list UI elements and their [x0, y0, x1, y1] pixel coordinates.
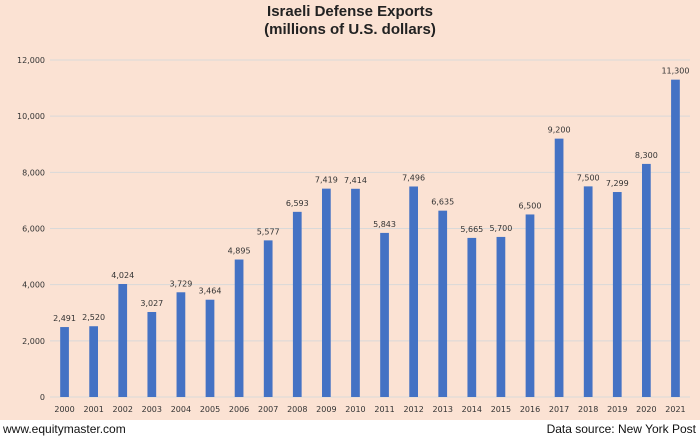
bar-2008: [292, 211, 302, 397]
chart-title: Israeli Defense Exports: [267, 3, 433, 20]
bar-2000: [60, 327, 69, 397]
x-tick-label: 2015: [491, 405, 511, 414]
data-label-2009: 7,419: [315, 176, 338, 185]
x-tick-label: 2020: [636, 405, 656, 414]
data-label-2012: 7,496: [402, 173, 425, 182]
x-tick-label: 2014: [462, 405, 482, 414]
data-label-2007: 5,577: [257, 227, 280, 236]
x-tick-label: 2017: [549, 405, 569, 414]
x-tick-label: 2003: [142, 405, 162, 414]
data-label-2005: 3,464: [199, 287, 222, 296]
data-label-2008: 6,593: [286, 199, 309, 208]
bar-2001: [89, 326, 98, 397]
bar-2013: [438, 210, 448, 397]
bar-2020: [642, 163, 651, 397]
bar-2012: [409, 186, 418, 397]
data-label-2019: 7,299: [606, 179, 629, 188]
data-label-2013: 6,635: [431, 198, 454, 207]
bar-2006: [234, 259, 244, 397]
x-tick-label: 2019: [607, 405, 627, 414]
bar-2007: [263, 240, 273, 397]
bar-2021: [671, 79, 680, 398]
x-tick-label: 2008: [287, 405, 307, 414]
data-label-2020: 8,300: [635, 151, 658, 160]
bar-2010: [351, 188, 360, 397]
data-label-2016: 6,500: [519, 201, 542, 210]
x-tick-label: 2000: [54, 405, 74, 414]
data-label-2015: 5,700: [489, 224, 512, 233]
x-tick-label: 2005: [200, 405, 220, 414]
bars: [60, 79, 680, 398]
x-tick-label: 2018: [578, 405, 598, 414]
x-tick-label: 2012: [403, 405, 423, 414]
data-label-2021: 11,300: [661, 67, 689, 76]
data-label-2006: 4,895: [228, 247, 251, 256]
y-tick-label: 0: [40, 393, 45, 402]
bar-2016: [525, 214, 535, 397]
data-source: Data source: New York Post: [546, 422, 696, 436]
bar-2017: [554, 138, 564, 397]
bar-2005: [205, 299, 215, 397]
y-tick-label: 8,000: [22, 168, 45, 177]
bar-2002: [118, 283, 128, 397]
x-tick-label: 2006: [229, 405, 249, 414]
x-tick-label: 2001: [83, 405, 103, 414]
chart-subtitle: (millions of U.S. dollars): [264, 21, 436, 38]
source-website: www.equitymaster.com: [3, 422, 126, 436]
gridlines: [50, 59, 690, 398]
bar-2019: [612, 192, 622, 397]
x-tick-label: 2009: [316, 405, 336, 414]
data-label-2001: 2,520: [82, 313, 105, 322]
data-label-2018: 7,500: [577, 173, 600, 182]
x-tick-label: 2021: [665, 405, 685, 414]
bar-2011: [380, 232, 389, 397]
x-tick-label: 2016: [520, 405, 540, 414]
bar-2003: [147, 311, 157, 397]
y-tick-label: 2,000: [22, 337, 45, 346]
data-label-2004: 3,729: [169, 279, 192, 288]
bar-2015: [496, 236, 506, 397]
y-axis-tick-labels: 0 2,000 4,000 6,000 8,000 10,000 12,000: [17, 56, 45, 402]
x-axis-tick-labels: 2000 2001 2002 2003 2004 2005 2006 2007 2008 2009…: [54, 405, 685, 414]
data-label-2014: 5,665: [460, 225, 483, 234]
bar-2014: [467, 237, 477, 397]
footer: www.equitymaster.com Data source: New Yo…: [0, 420, 700, 438]
data-label-2017: 9,200: [548, 126, 571, 135]
x-tick-label: 2007: [258, 405, 278, 414]
data-label-2010: 7,414: [344, 176, 367, 185]
data-label-2003: 3,027: [140, 299, 163, 308]
bar-chart: Israeli Defense Exports (millions of U.S…: [17, 3, 690, 414]
x-tick-label: 2004: [171, 405, 191, 414]
bar-2018: [583, 186, 593, 397]
x-tick-label: 2010: [345, 405, 365, 414]
y-tick-label: 6,000: [22, 225, 45, 234]
bar-2004: [176, 292, 186, 397]
bar-2009: [322, 188, 331, 397]
x-tick-label: 2013: [433, 405, 453, 414]
data-label-2000: 2,491: [53, 314, 76, 323]
x-tick-label: 2011: [374, 405, 394, 414]
data-label-2002: 4,024: [111, 271, 134, 280]
y-tick-label: 10,000: [17, 112, 45, 121]
x-tick-label: 2002: [113, 405, 133, 414]
y-tick-label: 4,000: [22, 281, 45, 290]
data-labels: 2,491 2,520 4,024 3,027 3,729 3,464 4,895 5,577…: [53, 67, 689, 323]
data-label-2011: 5,843: [373, 220, 396, 229]
y-tick-label: 12,000: [17, 56, 45, 65]
